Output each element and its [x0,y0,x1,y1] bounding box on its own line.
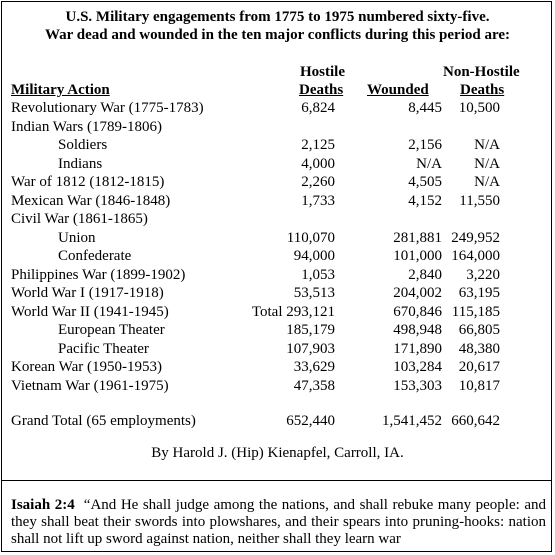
wounded-cell: 153,303 [393,377,442,394]
wounded-cell: 4,152 [408,192,442,209]
row-label: World War II (1941-1945) [11,303,169,320]
header-hostile-top: Hostile [300,64,345,80]
row-label: Philippines War (1899-1902) [11,266,186,283]
grand-total-row: Grand Total (65 employments) 652,440 1,5… [0,412,555,430]
scripture-quote: Isaiah 2:4 “And He shall judge among the… [11,497,546,548]
nonhostile-deaths-cell: 164,000 [451,248,500,264]
hostile-deaths-cell: 1,733 [301,192,335,209]
hostile-deaths-cell: 1,053 [301,266,335,283]
wounded-cell: 171,890 [393,340,442,357]
author-credit: By Harold J. (Hip) Kienapfel, Carroll, I… [151,445,404,461]
nonhostile-deaths-cell: 66,805 [458,322,500,338]
hostile-deaths-cell: 33,629 [293,359,335,375]
row-label: Korean War (1950-1953) [11,359,162,375]
table-row: Korean War (1950-1953) 33,629 103,284 20,61… [0,358,555,376]
wounded-cell: 204,002 [393,285,442,301]
nonhostile-deaths-cell: N/A [474,155,500,172]
grand-total-hostile: 652,440 [286,413,335,429]
row-label: War of 1812 (1812-1815) [11,174,165,190]
header-nonhostile-top: Non-Hostile [443,64,520,80]
hostile-deaths-cell: 107,903 [286,340,335,357]
table-row: European Theater 185,179 498,948 66,805 [0,321,555,339]
grand-total-wounded: 1,541,452 [382,413,442,429]
wounded-cell: 2,840 [408,266,442,283]
hostile-deaths-cell: 53,513 [293,285,335,301]
hostile-deaths-cell: 185,179 [286,322,335,338]
row-label: Indian Wars (1789-1806) [11,118,162,135]
wounded-cell: 281,881 [393,229,442,246]
nonhostile-deaths-cell: 10,500 [458,100,500,116]
nonhostile-deaths-cell: 249,952 [451,229,500,246]
row-label: Union [58,229,96,246]
nonhostile-deaths-cell: 11,550 [459,192,500,209]
wounded-cell: 498,948 [393,322,442,338]
hostile-deaths-cell: 110,070 [286,229,335,246]
wounded-cell: 101,000 [393,248,442,264]
row-label: World War I (1917-1918) [11,285,164,301]
table-row: Confederate 94,000 101,000 164,000 [0,247,555,265]
wounded-cell: 4,505 [408,174,442,190]
row-label: Indians [58,155,103,172]
row-label: Soldiers [58,137,108,153]
nonhostile-deaths-cell: 63,195 [458,285,500,301]
wounded-cell: 103,284 [393,359,442,375]
hostile-deaths-cell: 94,000 [293,248,335,264]
row-label: Mexican War (1846-1848) [11,192,171,209]
section-divider [1,480,552,481]
hostile-deaths-cell: 47,358 [293,377,335,394]
wounded-cell: 2,156 [408,137,442,153]
nonhostile-deaths-cell: N/A [474,174,500,190]
title-line-1: U.S. Military engagements from 1775 to 1… [65,9,490,25]
grand-total-label: Grand Total (65 employments) [11,413,196,429]
table-row: Soldiers 2,125 2,156 N/A [0,136,555,154]
nonhostile-deaths-cell: 10,817 [458,377,500,394]
table-row: Revolutionary War (1775-1783) 6,824 8,445 1… [0,99,555,117]
table-row: Mexican War (1846-1848) 1,733 4,152 11,550 [0,192,555,210]
hostile-deaths-cell: 6,824 [301,100,335,116]
grand-total-nonhostile: 660,642 [451,413,500,429]
wounded-cell: 670,846 [393,303,442,320]
table-row: World War II (1941-1945) Total 293,121 670… [0,303,555,321]
quote-text: “And He shall judge among the nations, a… [11,497,546,547]
row-label: Vietnam War (1961-1975) [11,377,169,394]
nonhostile-deaths-cell: 48,380 [458,340,500,357]
row-label: European Theater [58,322,165,338]
quote-reference: Isaiah 2:4 [11,497,75,513]
table-row: War of 1812 (1812-1815) 2,260 4,505 N/A [0,173,555,191]
title-line-2: War dead and wounded in the ten major co… [44,27,511,43]
header-nonhostile-bottom: Deaths [460,82,505,98]
table-row: Indians 4,000 N/A N/A [0,155,555,173]
row-label: Confederate [58,248,132,264]
nonhostile-deaths-cell: N/A [474,137,500,153]
hostile-deaths-cell: Total 293,121 [251,303,335,320]
hostile-deaths-cell: 2,125 [301,137,335,153]
hostile-deaths-cell: 4,000 [301,155,335,172]
table-row: Civil War (1861-1865) [0,210,555,228]
row-label: Pacific Theater [58,340,149,357]
table-row: Indian Wars (1789-1806) [0,118,555,136]
table-row: Union 110,070 281,881 249,952 [0,229,555,247]
row-label: Revolutionary War (1775-1783) [11,100,204,116]
wounded-cell: N/A [416,155,442,172]
hostile-deaths-cell: 2,260 [301,174,335,190]
row-label: Civil War (1861-1865) [11,211,148,227]
table-row: Philippines War (1899-1902) 1,053 2,840 3,2… [0,266,555,284]
header-hostile-bottom: Deaths [299,82,344,98]
header-military-action: Military Action [11,82,110,98]
header-wounded: Wounded [367,82,429,98]
table-row: Pacific Theater 107,903 171,890 48,380 [0,340,555,358]
table-row: Vietnam War (1961-1975) 47,358 153,303 10,8… [0,377,555,395]
nonhostile-deaths-cell: 115,185 [451,303,500,320]
wounded-cell: 8,445 [408,100,442,116]
table-row: World War I (1917-1918) 53,513 204,002 63,1… [0,284,555,302]
nonhostile-deaths-cell: 3,220 [466,266,500,283]
nonhostile-deaths-cell: 20,617 [458,359,500,375]
